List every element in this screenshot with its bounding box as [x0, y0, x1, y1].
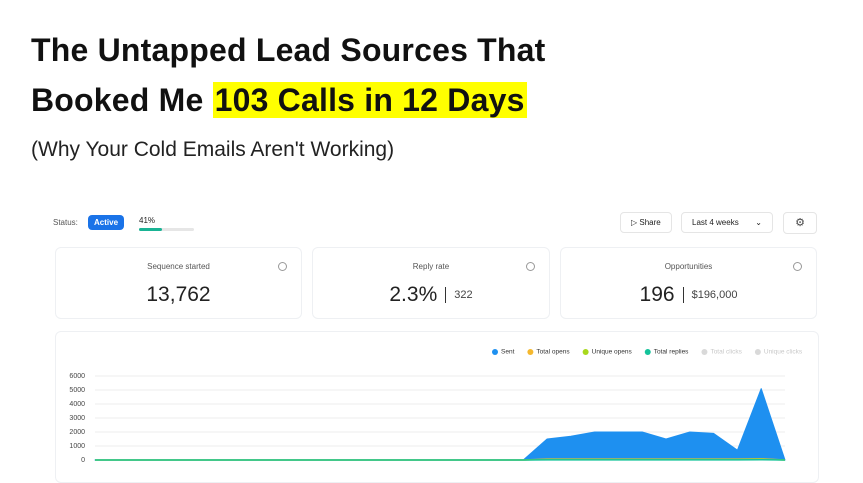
title-text: Booked Me: [31, 82, 204, 118]
legend-label: Unique opens: [592, 349, 633, 356]
legend-label: Sent: [501, 349, 515, 356]
share-text: Share: [639, 218, 661, 227]
card-value: 2.3%: [389, 283, 438, 306]
title: The Untapped Lead Sources That: [31, 32, 546, 68]
card: Sequence started 13,762: [55, 247, 302, 319]
y-tick-label: 0: [81, 457, 85, 464]
y-tick-label: 4000: [69, 401, 85, 408]
y-tick-label: 6000: [69, 373, 85, 380]
title: Booked Me 103 Calls in 12 Days: [31, 82, 527, 119]
chart: 0 1000 2000 3000 4000 5000 6000 Sent Total opens…: [69, 349, 803, 464]
legend-label: Total clicks: [710, 349, 742, 356]
status-badge[interactable]: Active: [88, 215, 125, 230]
status-label: Status:: [53, 218, 78, 227]
card-title: Reply rate: [412, 262, 450, 271]
card-detail: 322: [454, 289, 473, 301]
progress-track: [139, 228, 194, 231]
highlight: 103 Calls in 12 Days: [212, 82, 527, 118]
y-tick-label: 3000: [69, 415, 85, 422]
card-title: Opportunities: [664, 262, 713, 271]
legend-label: Total opens: [536, 349, 570, 356]
card-value: 196: [639, 283, 675, 306]
legend-dot: [644, 349, 651, 355]
y-tick-label: 1000: [69, 443, 85, 450]
range-text: Last 4 weeks: [692, 218, 739, 227]
subtitle: (Why Your Cold Emails Aren't Working): [31, 138, 395, 161]
range-select[interactable]: Last 4 weeks ⌄: [681, 212, 773, 233]
legend-label: Total replies: [654, 349, 689, 356]
legend-dot: [527, 349, 534, 355]
y-tick-label: 2000: [69, 429, 85, 436]
progress-fill: [139, 228, 162, 231]
card-detail: $196,000: [691, 289, 738, 301]
settings-button[interactable]: ⚙: [783, 212, 817, 234]
card-title: Sequence started: [147, 262, 210, 271]
legend-label: Unique clicks: [764, 349, 803, 356]
legend-dot: [492, 349, 498, 355]
legend-dot: [701, 349, 708, 355]
card-value: 13,762: [146, 283, 211, 306]
legend-dot: [754, 349, 761, 355]
progress-label: 41%: [139, 216, 156, 225]
card: Reply rate 2.3% 322: [312, 247, 550, 319]
area: [94, 388, 786, 461]
share-button[interactable]: ▷ Share: [620, 212, 672, 233]
y-tick-label: 5000: [69, 387, 85, 394]
legend-dot: [582, 349, 589, 355]
card: Opportunities 196 $196,000: [560, 247, 817, 319]
